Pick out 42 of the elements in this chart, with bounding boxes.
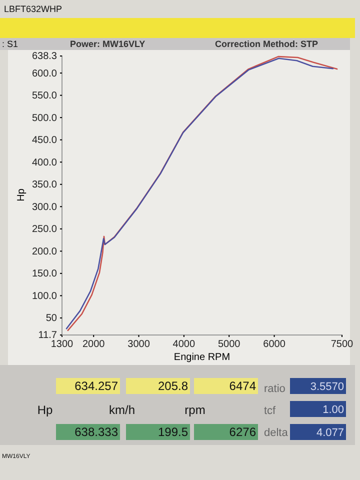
x-tick-label: 4000 bbox=[172, 339, 196, 350]
y-tick-label: 638.3 bbox=[32, 51, 58, 62]
text: tcf bbox=[264, 405, 277, 417]
text: 638.333 bbox=[74, 425, 118, 439]
text: rpm bbox=[184, 403, 206, 417]
text: 3.5570 bbox=[310, 381, 344, 393]
chart-title: Power: MW16VLY bbox=[70, 39, 146, 49]
y-tick-label: 450.0 bbox=[32, 135, 58, 146]
text: ratio bbox=[264, 383, 286, 395]
text: 6276 bbox=[229, 425, 256, 439]
y-tick-label: 600.0 bbox=[32, 68, 58, 80]
text: : S1 bbox=[2, 39, 18, 49]
y-tick-label: 250.0 bbox=[32, 224, 58, 236]
y-tick-label: 100.0 bbox=[32, 290, 58, 302]
x-tick-label: 6000 bbox=[263, 339, 286, 350]
text: 634.257 bbox=[74, 379, 118, 393]
text: 4.077 bbox=[316, 427, 344, 439]
y-tick-label: 11.7 bbox=[38, 330, 58, 342]
y-tick-label: 150.0 bbox=[32, 268, 58, 280]
text: 1.00 bbox=[322, 404, 344, 416]
y-axis-title: Hp bbox=[16, 188, 27, 202]
y-tick-label: 50 bbox=[46, 313, 58, 324]
y-tick-label: 350.0 bbox=[32, 180, 58, 191]
text: 6474 bbox=[229, 379, 256, 393]
y-tick-label: 500.0 bbox=[32, 112, 58, 124]
x-axis-title: Engine RPM bbox=[174, 352, 230, 363]
text: Hp bbox=[37, 403, 53, 417]
text: km/h bbox=[108, 403, 136, 417]
x-tick-label: 3000 bbox=[128, 339, 150, 350]
text: 199.5 bbox=[158, 425, 188, 439]
y-tick-label: 550.0 bbox=[32, 90, 58, 102]
y-tick-label: 400.0 bbox=[32, 157, 58, 168]
x-tick-label: 1300 bbox=[50, 339, 74, 350]
text: delta bbox=[264, 427, 289, 439]
text: 205.8 bbox=[158, 379, 188, 393]
x-tick-label: 2000 bbox=[82, 339, 106, 350]
y-tick-label: 300.0 bbox=[32, 202, 58, 213]
x-tick-label: 7500 bbox=[330, 339, 354, 350]
chart-subtitle: Correction Method: STP bbox=[215, 39, 318, 49]
y-tick-label: 200.0 bbox=[32, 246, 58, 258]
text: LBFT632WHP bbox=[4, 4, 62, 14]
x-tick-label: 5000 bbox=[218, 339, 241, 350]
